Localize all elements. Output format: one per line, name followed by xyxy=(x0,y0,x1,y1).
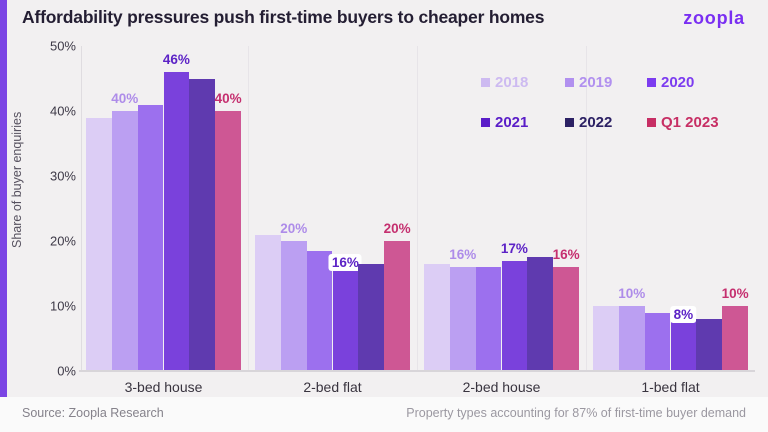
bar-2019-2-bed-flat xyxy=(280,241,307,371)
value-label-q1-2023-3-bed-house: 40% xyxy=(214,91,242,106)
bar-q1-2023-2-bed-house xyxy=(553,267,579,371)
value-label-2019-3-bed-house: 40% xyxy=(111,91,139,106)
bar-2018-2-bed-flat xyxy=(255,234,281,371)
legend-item-2021: 2021 xyxy=(481,114,528,131)
bar-2019-1-bed-flat xyxy=(618,306,645,371)
y-tick-10: 10% xyxy=(49,298,76,314)
footnote-text: Property types accounting for 87% of fir… xyxy=(406,406,746,420)
legend-label: 2020 xyxy=(661,74,695,91)
bar-2020-2-bed-house xyxy=(475,267,502,371)
y-tick-0: 0% xyxy=(57,363,76,379)
y-tick-40: 40% xyxy=(49,103,76,119)
value-label-2019-2-bed-flat: 20% xyxy=(280,221,308,236)
value-label-2021-3-bed-house: 46% xyxy=(162,52,190,67)
x-axis-label-3-bed-house: 3-bed house xyxy=(124,379,203,395)
bar-2020-3-bed-house xyxy=(137,104,164,371)
value-label-2019-1-bed-flat: 10% xyxy=(618,286,646,301)
bar-group-2-bed-flat: 20% 16% 20% xyxy=(255,40,411,371)
bar-2022-3-bed-house xyxy=(189,78,216,371)
legend-item-2019: 2019 xyxy=(565,74,612,91)
bar-2022-2-bed-flat xyxy=(358,263,385,371)
x-axis-label-2-bed-flat: 2-bed flat xyxy=(303,379,362,395)
legend-swatch-icon xyxy=(565,118,574,127)
accent-stripe xyxy=(0,0,7,432)
x-axis-label-2-bed-house: 2-bed house xyxy=(462,379,541,395)
category-separator xyxy=(586,46,587,371)
footer-bar: Source: Zoopla Research Property types a… xyxy=(0,397,768,432)
legend-item-q1-2023: Q1 2023 xyxy=(647,114,719,131)
value-label-q1-2023-2-bed-flat: 20% xyxy=(383,221,411,236)
category-separator xyxy=(248,46,249,371)
bar-2022-2-bed-house xyxy=(527,257,554,371)
bar-2019-3-bed-house xyxy=(111,111,138,371)
value-label-q1-2023-1-bed-flat: 10% xyxy=(721,286,749,301)
legend-swatch-icon xyxy=(565,78,574,87)
y-axis-line xyxy=(81,46,82,371)
bar-2021-3-bed-house xyxy=(163,72,190,371)
source-text: Source: Zoopla Research xyxy=(22,406,164,420)
x-axis-label-1-bed-flat: 1-bed flat xyxy=(641,379,700,395)
legend-label: 2019 xyxy=(579,74,613,91)
bar-group-2-bed-house: 16% 17% 16% xyxy=(424,40,580,371)
legend-swatch-icon xyxy=(481,118,490,127)
value-label-q1-2023-2-bed-house: 16% xyxy=(552,247,580,262)
legend-item-2022: 2022 xyxy=(565,114,612,131)
category-separator xyxy=(417,46,418,371)
legend-item-2018: 2018 xyxy=(481,74,528,91)
value-label-2021-1-bed-flat: 8% xyxy=(670,306,697,323)
y-tick-50: 50% xyxy=(49,38,76,54)
legend-label: 2018 xyxy=(495,74,529,91)
zoopla-logo: zoopla xyxy=(683,8,745,28)
legend-swatch-icon xyxy=(647,118,656,127)
bar-q1-2023-3-bed-house xyxy=(215,111,241,371)
bar-2021-1-bed-flat xyxy=(670,319,697,371)
value-label-2019-2-bed-house: 16% xyxy=(449,247,477,262)
value-label-2021-2-bed-flat: 16% xyxy=(328,254,362,271)
y-tick-30: 30% xyxy=(49,168,76,184)
bar-group-3-bed-house: 40% 46% 40% xyxy=(86,40,242,371)
bar-2018-3-bed-house xyxy=(86,117,112,371)
y-tick-20: 20% xyxy=(49,233,76,249)
bar-2021-2-bed-flat xyxy=(332,267,359,371)
legend-label: 2021 xyxy=(495,114,529,131)
bar-2020-1-bed-flat xyxy=(644,312,671,371)
bar-2019-2-bed-house xyxy=(449,267,476,371)
page-title: Affordability pressures push first-time … xyxy=(22,7,545,27)
bar-q1-2023-1-bed-flat xyxy=(722,306,748,371)
value-label-2021-2-bed-house: 17% xyxy=(500,240,528,256)
legend-label: 2022 xyxy=(579,114,613,131)
plot-area: 40% 46% 40% 20% 16% 20% 16% 17% 16% 10% 8% 10% xyxy=(81,40,755,371)
bar-2021-2-bed-house xyxy=(501,260,528,371)
x-axis-baseline xyxy=(79,370,755,372)
bar-group-1-bed-flat: 10% 8% 10% xyxy=(593,40,749,371)
bar-2018-1-bed-flat xyxy=(593,306,619,371)
bar-2018-2-bed-house xyxy=(424,263,450,371)
bar-2020-2-bed-flat xyxy=(306,250,333,371)
legend-swatch-icon xyxy=(481,78,490,87)
legend-item-2020: 2020 xyxy=(647,74,694,91)
y-axis-title: Share of buyer enquiries xyxy=(10,111,24,249)
legend-swatch-icon xyxy=(647,78,656,87)
legend-label: Q1 2023 xyxy=(661,114,719,131)
bar-2022-1-bed-flat xyxy=(696,319,723,371)
bar-q1-2023-2-bed-flat xyxy=(384,241,410,371)
